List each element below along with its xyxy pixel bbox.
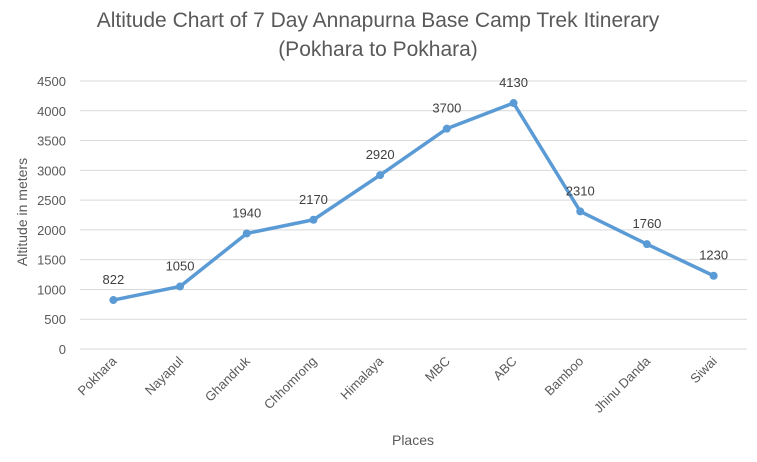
y-tick-label: 4000 <box>37 104 66 119</box>
x-tick-label: Siwai <box>687 353 720 386</box>
y-axis-ticks: 0 500 1000 1500 2000 2500 3000 3500 4000 4500 <box>37 74 66 357</box>
y-tick-label: 1500 <box>37 253 66 268</box>
x-axis-ticks: Pokhara Nayapul Ghandruk Chhomrong Himalaya M… <box>75 353 720 416</box>
y-tick-label: 1000 <box>37 282 66 297</box>
data-label: 1940 <box>232 205 261 220</box>
x-tick-label: ABC <box>490 354 520 384</box>
series-layer <box>109 99 718 305</box>
y-tick-label: 2500 <box>37 193 66 208</box>
x-tick-label: Bamboo <box>542 354 587 399</box>
data-label: 2920 <box>366 147 395 162</box>
x-tick-label: Nayapul <box>142 353 186 397</box>
y-tick-label: 500 <box>44 312 66 327</box>
data-label: 2310 <box>566 183 595 198</box>
y-tick-label: 3000 <box>37 163 66 178</box>
x-tick-label: Ghandruk <box>202 353 253 404</box>
data-labels: 822 1050 1940 2170 2920 3700 4130 2310 1760 1230 <box>102 75 728 287</box>
data-label: 1760 <box>632 216 661 231</box>
x-tick-label: Himalaya <box>337 353 386 402</box>
data-label: 2170 <box>299 192 328 207</box>
data-point <box>709 271 718 280</box>
data-point <box>309 215 318 224</box>
data-point <box>509 99 518 108</box>
data-label: 4130 <box>499 75 528 90</box>
y-tick-label: 0 <box>59 342 66 357</box>
x-tick-label: Jhinu Danda <box>591 353 654 416</box>
data-label: 1230 <box>699 248 728 263</box>
data-point <box>642 240 651 249</box>
data-label: 822 <box>102 272 124 287</box>
y-axis-label: Altitude in meters <box>14 158 30 266</box>
data-point <box>109 296 118 305</box>
data-label: 1050 <box>166 258 195 273</box>
data-label: 3700 <box>432 101 461 116</box>
y-tick-label: 4500 <box>37 74 66 89</box>
x-axis-label: Places <box>392 432 434 448</box>
data-point <box>376 171 385 180</box>
x-tick-label: MBC <box>422 354 453 385</box>
chart-subtitle: (Pokhara to Pokhara) <box>278 38 478 61</box>
y-tick-label: 2000 <box>37 223 66 238</box>
data-point <box>576 207 585 216</box>
series-line <box>111 101 716 302</box>
data-point <box>442 124 451 133</box>
y-tick-label: 3500 <box>37 134 66 149</box>
chart-title: Altitude Chart of 7 Day Annapurna Base C… <box>97 9 660 32</box>
x-tick-label: Chhomrong <box>261 354 320 413</box>
x-tick-label: Pokhara <box>75 353 120 398</box>
gridlines <box>80 80 747 350</box>
data-point <box>176 282 185 291</box>
data-point <box>242 229 251 238</box>
